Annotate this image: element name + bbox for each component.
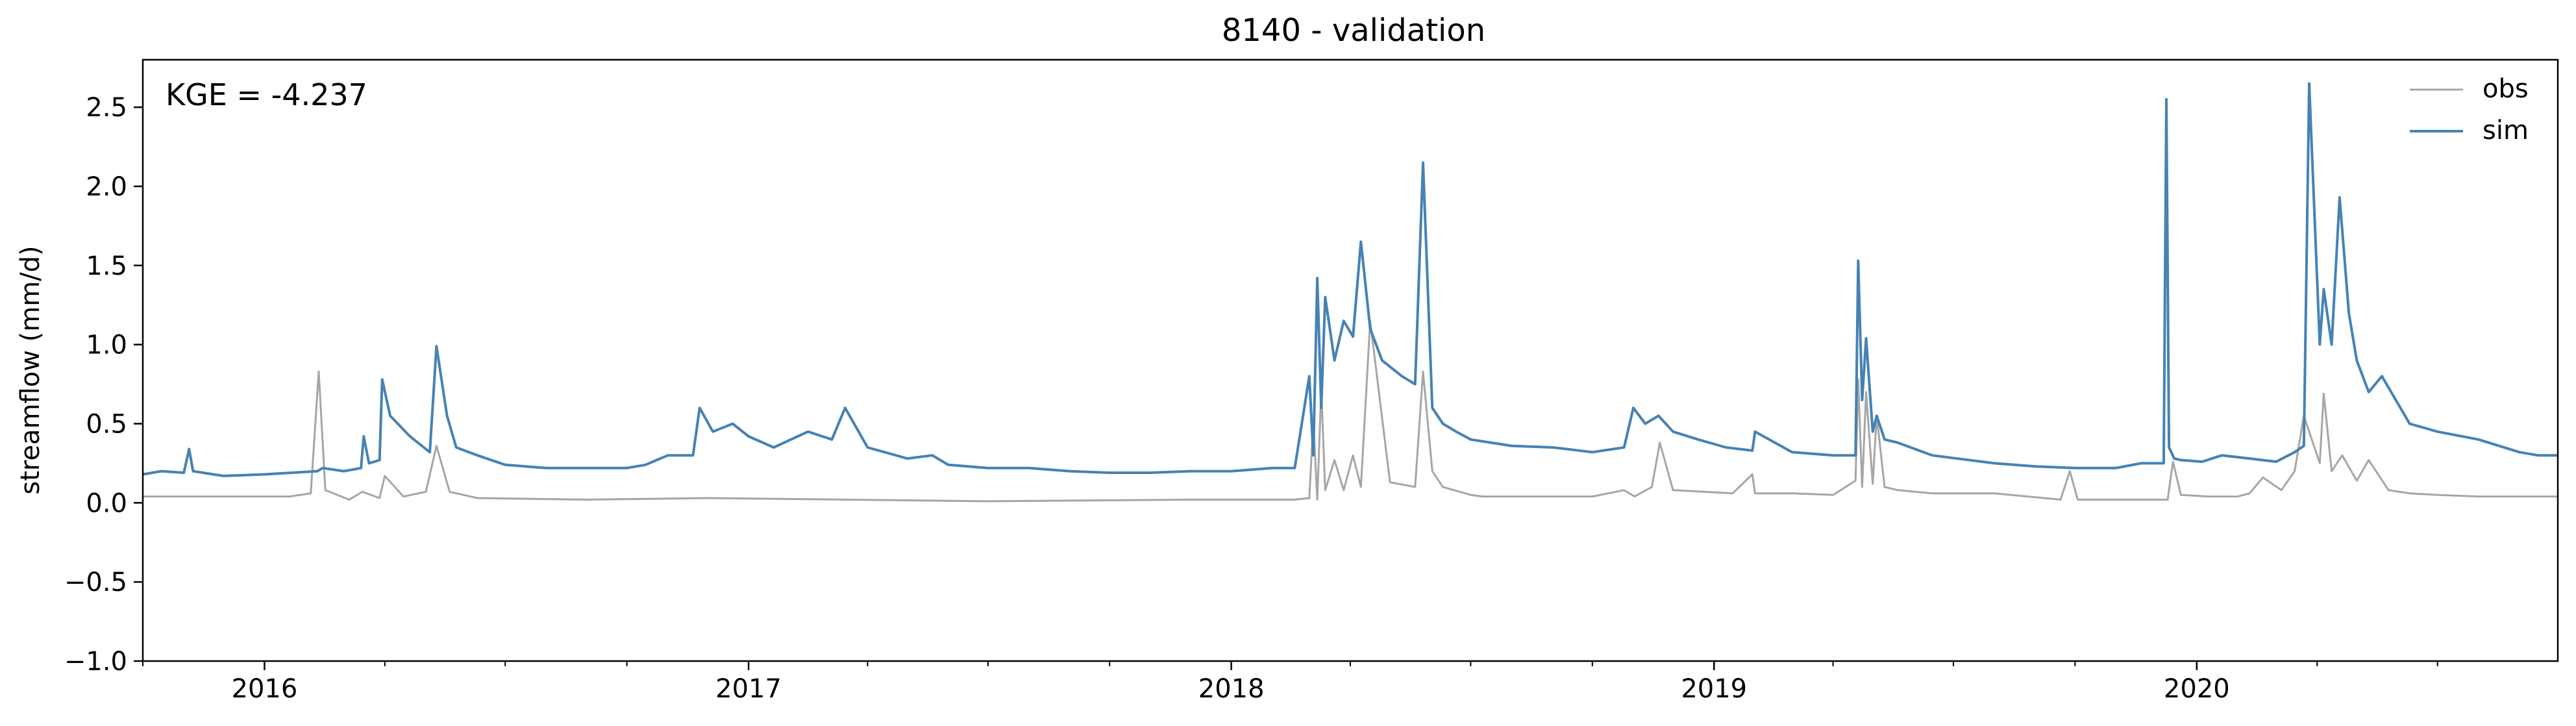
chart-legend: obs sim — [2410, 74, 2529, 145]
y-tick-label: 0.0 — [86, 488, 127, 518]
series-line-sim — [142, 82, 2558, 477]
chart-title: 8140 - validation — [1222, 12, 1485, 49]
x-tick-label: 2018 — [1198, 674, 1265, 704]
y-axis-label: streamflow (mm/d) — [16, 245, 45, 494]
y-tick-label: −1.0 — [64, 647, 127, 677]
plot-frame — [142, 58, 2559, 662]
x-tick-label: 2019 — [1681, 674, 1747, 704]
legend-label-obs: obs — [2483, 74, 2529, 104]
x-tick-label: 2016 — [232, 674, 298, 704]
y-tick-label: 2.5 — [86, 93, 127, 123]
y-tick-label: 0.5 — [86, 409, 127, 439]
kge-annotation: KGE = -4.237 — [166, 77, 367, 112]
y-tick-label: 1.0 — [86, 331, 127, 360]
x-tick-label: 2017 — [715, 674, 782, 704]
y-tick-label: 1.5 — [86, 251, 127, 281]
x-tick-label: 2020 — [2164, 674, 2230, 704]
y-tick-label: −0.5 — [64, 568, 127, 597]
plot-area: −1.0 −0.5 0.0 0.5 1.0 1.5 2.0 2.5 2016 2017 2018 20… — [64, 58, 2559, 704]
legend-label-sim: sim — [2483, 116, 2529, 145]
series-line-obs — [143, 319, 2558, 503]
y-tick-label: 2.0 — [86, 172, 127, 202]
